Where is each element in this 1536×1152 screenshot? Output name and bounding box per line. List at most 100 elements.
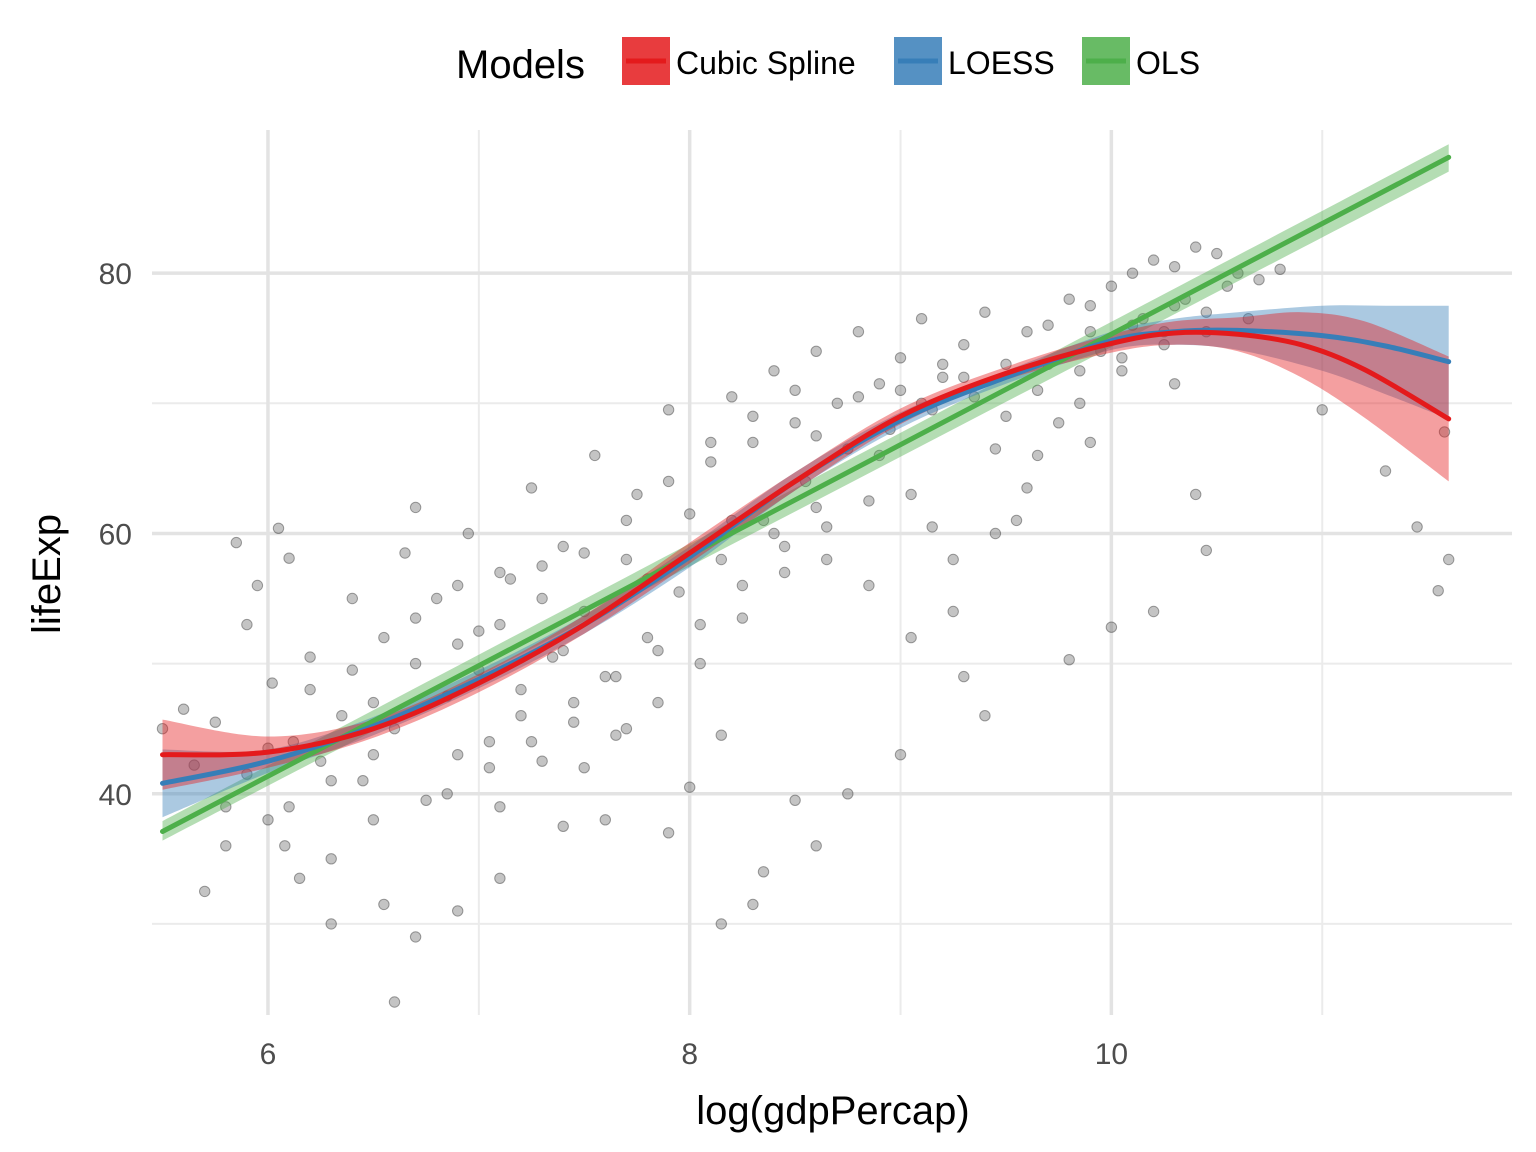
data-point (1074, 365, 1086, 377)
data-point (1053, 417, 1065, 429)
data-point (462, 527, 474, 540)
data-point (1147, 254, 1160, 266)
data-point (842, 788, 854, 800)
major-grid (152, 130, 1512, 1015)
data-point (525, 736, 538, 748)
y-tick-label: 40 (99, 779, 132, 812)
data-point (1200, 306, 1213, 318)
data-point (852, 326, 865, 338)
data-point (1168, 378, 1181, 390)
data-point (673, 586, 685, 598)
data-point (1021, 482, 1033, 494)
data-point (747, 410, 759, 422)
data-point (894, 384, 907, 396)
data-point (747, 436, 759, 449)
data-point (367, 749, 380, 761)
data-point (1042, 319, 1054, 331)
data-point (789, 417, 801, 429)
data-point (958, 339, 970, 351)
data-point (726, 391, 738, 403)
data-point (220, 840, 232, 852)
x-tick-labels: 6 8 10 (260, 1038, 1128, 1071)
data-point (209, 716, 222, 728)
data-point (241, 618, 253, 631)
data-point (863, 579, 875, 592)
data-point (789, 794, 801, 806)
data-point (768, 527, 780, 540)
data-point (810, 430, 822, 442)
data-point (684, 508, 696, 520)
data-point (325, 775, 337, 787)
data-point (705, 456, 717, 468)
data-point (1084, 326, 1097, 338)
ols-line (160, 154, 1452, 834)
scatter-points (156, 241, 1455, 1008)
data-point (557, 820, 569, 832)
data-point (705, 436, 717, 449)
minor-grid (152, 130, 1512, 1015)
data-point (188, 759, 200, 771)
legend: Models Cubic Spline LOESS OLS (456, 37, 1200, 87)
data-point (251, 579, 264, 592)
y-tick-label: 60 (99, 518, 132, 551)
data-point (873, 378, 886, 390)
data-point (894, 749, 907, 761)
data-point (1031, 384, 1044, 396)
data-point (1084, 436, 1097, 449)
data-point (346, 592, 358, 605)
data-point (473, 625, 485, 637)
data-point (1432, 585, 1444, 597)
data-point (631, 488, 643, 501)
data-point (1116, 352, 1128, 364)
cubic-spline-band (162, 312, 1449, 790)
data-point (905, 631, 917, 644)
cubic-spline-line (160, 329, 1452, 758)
legend-title: Models (456, 43, 585, 87)
data-point (283, 801, 295, 813)
data-point (578, 762, 590, 774)
data-point (568, 716, 580, 728)
data-point (578, 547, 590, 559)
data-point (947, 605, 959, 618)
data-point (536, 592, 548, 605)
data-point (778, 566, 791, 579)
data-point (821, 553, 833, 566)
data-point (620, 514, 633, 527)
data-point (367, 696, 380, 709)
data-point (452, 749, 464, 761)
data-point (736, 579, 749, 592)
data-point (620, 723, 633, 735)
data-point (325, 853, 337, 865)
data-point (662, 475, 675, 488)
data-point (568, 696, 580, 709)
data-point (266, 677, 278, 689)
data-point (525, 482, 538, 494)
data-point (789, 384, 801, 396)
data-point (304, 683, 316, 696)
data-point (1379, 465, 1392, 477)
data-point (1168, 261, 1181, 273)
data-point (662, 404, 675, 416)
data-point (620, 553, 633, 566)
data-point (747, 898, 759, 911)
data-point (1021, 326, 1033, 338)
data-point (1438, 426, 1451, 438)
data-point (557, 644, 569, 657)
data-point (515, 710, 527, 722)
data-point (220, 801, 232, 813)
data-point (199, 885, 211, 898)
data-point (958, 670, 970, 683)
data-point (905, 488, 917, 501)
x-tick-label: 10 (1095, 1038, 1128, 1071)
data-point (821, 521, 833, 533)
data-point (694, 657, 706, 670)
data-point (399, 547, 411, 559)
data-point (894, 352, 907, 364)
data-point (715, 918, 727, 930)
data-point (357, 775, 369, 787)
data-point (1031, 449, 1044, 462)
data-point (958, 371, 970, 383)
data-point (915, 313, 928, 325)
data-point (599, 814, 611, 826)
